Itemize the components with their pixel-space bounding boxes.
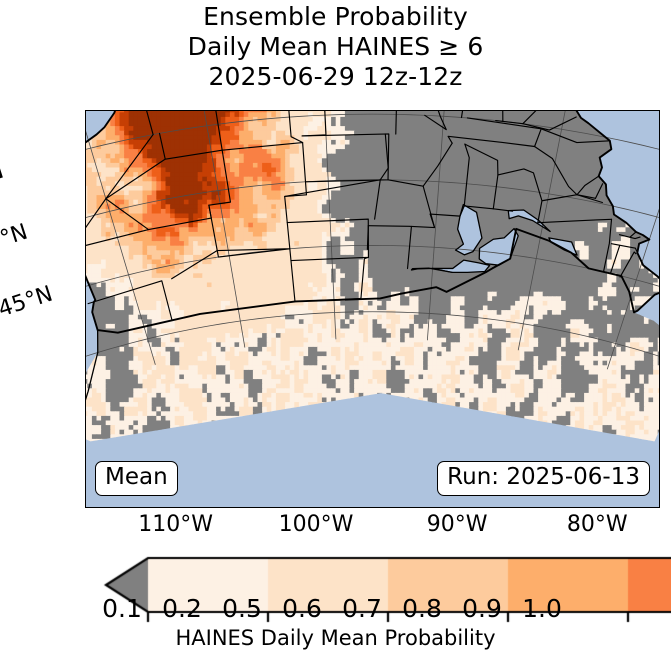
mean-label-box: Mean	[95, 461, 178, 496]
mean-label: Mean	[105, 464, 168, 490]
colorbar-tick-label: 1.0	[522, 594, 562, 623]
haines-probability-map[interactable]	[85, 110, 660, 508]
title-line-3: 2025-06-29 12z-12z	[208, 62, 463, 91]
colorbar-tick-label: 0.6	[282, 594, 322, 623]
lon-tick-label: 110°W	[138, 512, 213, 537]
lat-tick-label: 35°N	[0, 158, 7, 199]
colorbar	[96, 552, 671, 624]
lon-tick-label: 100°W	[278, 512, 354, 537]
figure-title: Ensemble Probability Daily Mean HAINES ≥…	[0, 2, 671, 92]
title-line-2: Daily Mean HAINES ≥ 6	[187, 32, 484, 61]
map-panel[interactable]: Mean Run: 2025-06-13	[85, 110, 660, 508]
colorbar-tick-label: 0.5	[222, 594, 262, 623]
lat-tick-label: 40°N	[0, 219, 32, 261]
colorbar-tick-label: 0.7	[342, 594, 382, 623]
lat-tick-label: 45°N	[0, 281, 56, 323]
run-date-box: Run: 2025-06-13	[437, 461, 650, 496]
lon-tick-label: 80°W	[566, 512, 628, 537]
run-date-label: Run: 2025-06-13	[447, 464, 640, 490]
title-line-1: Ensemble Probability	[203, 2, 468, 31]
colorbar-panel: 0.1 0.2 0.5 0.6 0.7 0.8 0.9 1.0 HAINES Daily Me…	[0, 552, 671, 658]
colorbar-label: HAINES Daily Mean Probability	[175, 626, 496, 650]
colorbar-tick-label: 0.8	[402, 594, 442, 623]
colorbar-tick-label: 0.9	[462, 594, 502, 623]
lon-tick-label: 90°W	[426, 512, 488, 537]
colorbar-tick-label: 0.1	[102, 594, 142, 623]
colorbar-tick-label: 0.2	[162, 594, 202, 623]
